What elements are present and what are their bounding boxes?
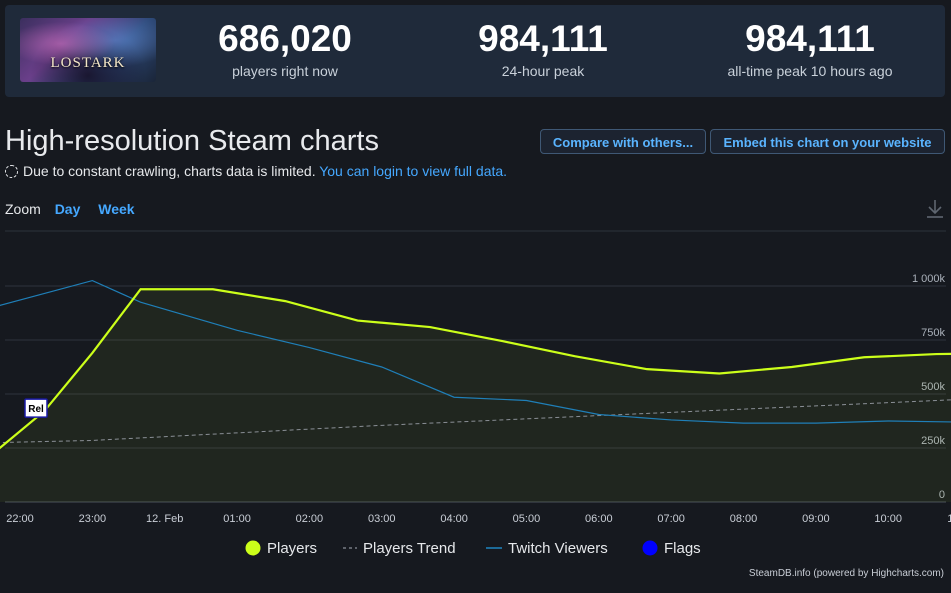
flag-label: Rel	[28, 404, 44, 415]
stat-label: 24-hour peak	[501, 63, 585, 79]
embed-chart-button[interactable]: Embed this chart on your website	[710, 129, 945, 154]
x-tick-label: 04:00	[440, 513, 468, 525]
legend-marker	[245, 540, 261, 556]
legend-label: Players Trend	[363, 540, 456, 557]
x-tick-label: 10:00	[874, 513, 902, 525]
y-tick-label: 750k	[921, 327, 945, 339]
login-link[interactable]: You can login to view full data.	[319, 163, 508, 179]
chart-legend: Players Players Trend Twitch Viewers Flags	[245, 540, 701, 557]
players-line	[0, 288, 951, 450]
x-tick-label: 11:00	[947, 513, 951, 525]
game-logo-text: LOSTARK	[50, 55, 126, 71]
zoom-controls: Zoom Day Week	[5, 201, 149, 217]
release-flag: Rel	[24, 398, 48, 418]
game-logo[interactable]: LOSTARK	[20, 18, 156, 82]
y-tick-label: 250k	[921, 435, 945, 447]
x-tick-label: 22:00	[6, 513, 34, 525]
twitch-viewers-line	[0, 279, 951, 424]
flag-box	[24, 398, 48, 418]
y-tick-label: 1 000k	[912, 273, 946, 285]
x-tick-label: 03:00	[368, 513, 396, 525]
stat-value: 984,111	[478, 18, 608, 59]
players-trend-line	[0, 399, 951, 444]
y-tick-label: 0	[939, 489, 945, 501]
x-tick-label: 07:00	[657, 513, 685, 525]
stat-24h-peak: 984,111 24-hour peak	[443, 18, 643, 79]
stat-all-time-peak: 984,111 all-time peak 10 hours ago	[695, 18, 925, 79]
x-tick-label: 08:00	[730, 513, 758, 525]
legend-flags[interactable]: Flags	[642, 540, 701, 557]
legend-twitch-viewers[interactable]: Twitch Viewers	[486, 540, 608, 557]
zoom-label: Zoom	[5, 201, 41, 217]
data-limit-notice: Due to constant crawling, charts data is…	[5, 163, 507, 179]
legend-label: Twitch Viewers	[508, 540, 608, 557]
credits[interactable]: SteamDB.info (powered by Highcharts.com)	[748, 568, 944, 579]
x-tick-label: 09:00	[802, 513, 830, 525]
page-title: High-resolution Steam charts	[5, 125, 379, 157]
legend-marker	[642, 540, 658, 556]
x-tick-label: 06:00	[585, 513, 613, 525]
dashed-circle-icon	[5, 165, 18, 178]
stat-current-players: 686,020 players right now	[185, 18, 385, 79]
x-tick-label: 01:00	[223, 513, 251, 525]
legend-label: Flags	[664, 540, 701, 557]
stat-value: 984,111	[745, 18, 875, 59]
download-icon[interactable]	[925, 198, 945, 220]
stat-value: 686,020	[218, 18, 352, 59]
stats-bar: LOSTARK 686,020 players right now 984,11…	[5, 5, 945, 97]
notice-text: Due to constant crawling, charts data is…	[23, 163, 316, 179]
players-area	[0, 289, 951, 502]
zoom-day-button[interactable]: Day	[54, 201, 81, 217]
x-tick-label: 12. Feb	[146, 513, 183, 525]
x-tick-label: 02:00	[296, 513, 324, 525]
y-tick-label: 500k	[921, 381, 945, 393]
player-chart: 0 250k 500k 750k 1 000k 22:00 23:00 12. Feb 01:0…	[0, 230, 951, 557]
zoom-week-button[interactable]: Week	[98, 201, 135, 217]
legend-players[interactable]: Players	[245, 540, 318, 557]
compare-button[interactable]: Compare with others...	[540, 129, 706, 154]
legend-players-trend[interactable]: Players Trend	[343, 540, 456, 557]
game-art	[20, 18, 156, 82]
x-tick-label: 05:00	[513, 513, 541, 525]
stat-label: all-time peak 10 hours ago	[727, 63, 893, 79]
x-tick-label: 23:00	[79, 513, 107, 525]
stat-label: players right now	[232, 63, 338, 79]
legend-label: Players	[267, 540, 317, 557]
